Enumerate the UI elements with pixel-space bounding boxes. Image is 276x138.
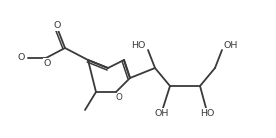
Text: O: O bbox=[53, 22, 61, 30]
Text: OH: OH bbox=[224, 40, 238, 50]
Text: O: O bbox=[43, 59, 51, 67]
Text: O: O bbox=[18, 54, 25, 63]
Text: O: O bbox=[116, 94, 123, 103]
Text: OH: OH bbox=[155, 108, 169, 117]
Text: HO: HO bbox=[200, 108, 214, 117]
Text: HO: HO bbox=[132, 40, 146, 50]
